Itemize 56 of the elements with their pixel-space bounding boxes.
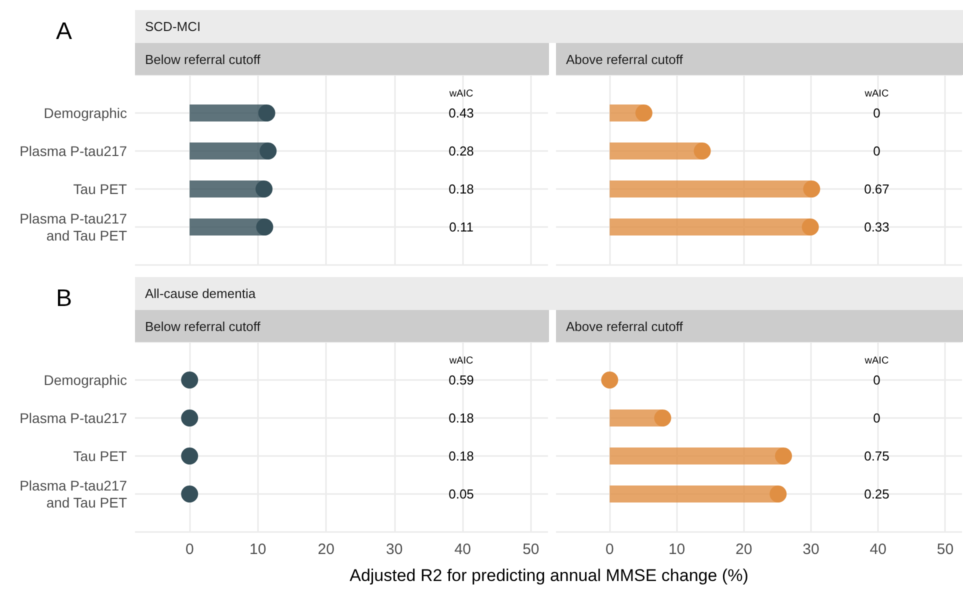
x-tick-label: 40 bbox=[454, 541, 472, 558]
point bbox=[802, 218, 819, 236]
y-tick-label: Tau PET bbox=[73, 181, 128, 197]
x-tick-label: 20 bbox=[318, 541, 334, 558]
point bbox=[635, 104, 652, 122]
annotation: 0.18 bbox=[448, 182, 474, 196]
chart-title: All-cause dementia bbox=[135, 277, 963, 310]
annotation: 0.75 bbox=[864, 448, 890, 464]
x-tick-label: 50 bbox=[522, 541, 540, 558]
annotation: 0 bbox=[873, 372, 880, 388]
annotation: wAIC bbox=[448, 88, 474, 100]
annotation: 0 bbox=[873, 410, 880, 426]
annotation: 0.33 bbox=[864, 220, 890, 234]
point bbox=[694, 142, 711, 160]
y-tick-label: Plasma P-tau217 and Tau PET bbox=[20, 210, 128, 244]
chart-subtitle: Above referral cutoff bbox=[556, 310, 963, 342]
text: B bbox=[56, 285, 72, 313]
y-tick-label: Demographic bbox=[44, 105, 127, 121]
chart-title: SCD-MCI bbox=[135, 10, 963, 43]
x-tick-label: 0 bbox=[606, 541, 614, 558]
x-tick-label: 30 bbox=[386, 541, 403, 558]
annotation: 0.05 bbox=[448, 486, 474, 502]
x-tick-label: 50 bbox=[936, 541, 954, 558]
chart-subtitle: Below referral cutoff bbox=[135, 43, 549, 75]
annotation: 0.59 bbox=[448, 372, 474, 388]
x-tick-label: 40 bbox=[870, 541, 886, 558]
x-tick-label: 10 bbox=[250, 541, 266, 558]
point bbox=[654, 410, 672, 426]
annotation: 0.18 bbox=[448, 448, 474, 464]
x-tick-label: 10 bbox=[668, 541, 686, 558]
x-tick-label: 0 bbox=[185, 541, 194, 558]
point bbox=[803, 180, 820, 198]
chart-subtitle: Above referral cutoff bbox=[556, 43, 963, 75]
y-tick-label: Plasma P-tau217 bbox=[20, 410, 128, 426]
annotation: 0.18 bbox=[448, 410, 474, 426]
annotation: 0.28 bbox=[448, 144, 474, 158]
y-tick-label: Plasma P-tau217 and Tau PET bbox=[20, 478, 128, 510]
annotation: 0.67 bbox=[864, 182, 890, 196]
annotation: wAIC bbox=[448, 356, 474, 366]
x-tick-label: 20 bbox=[736, 541, 752, 558]
y-tick-label: Demographic bbox=[44, 372, 127, 388]
x-axis-title: Adjusted R2 for predicting annual MMSE change (%) bbox=[348, 566, 750, 586]
y-tick-label: Plasma P-tau217 bbox=[20, 143, 128, 159]
annotation: wAIC bbox=[864, 88, 889, 100]
point bbox=[770, 486, 787, 502]
y-tick-label: Tau PET bbox=[73, 448, 128, 464]
text: A bbox=[56, 18, 72, 46]
annotation: 0 bbox=[873, 106, 880, 120]
annotation: wAIC bbox=[864, 356, 889, 366]
x-tick-label: 30 bbox=[802, 541, 820, 558]
annotation: 0.43 bbox=[448, 106, 474, 120]
annotation: 0 bbox=[873, 144, 880, 158]
point bbox=[775, 448, 792, 464]
annotation: 0.11 bbox=[449, 220, 474, 234]
chart-subtitle: Below referral cutoff bbox=[135, 310, 549, 342]
annotation: 0.25 bbox=[864, 486, 890, 502]
